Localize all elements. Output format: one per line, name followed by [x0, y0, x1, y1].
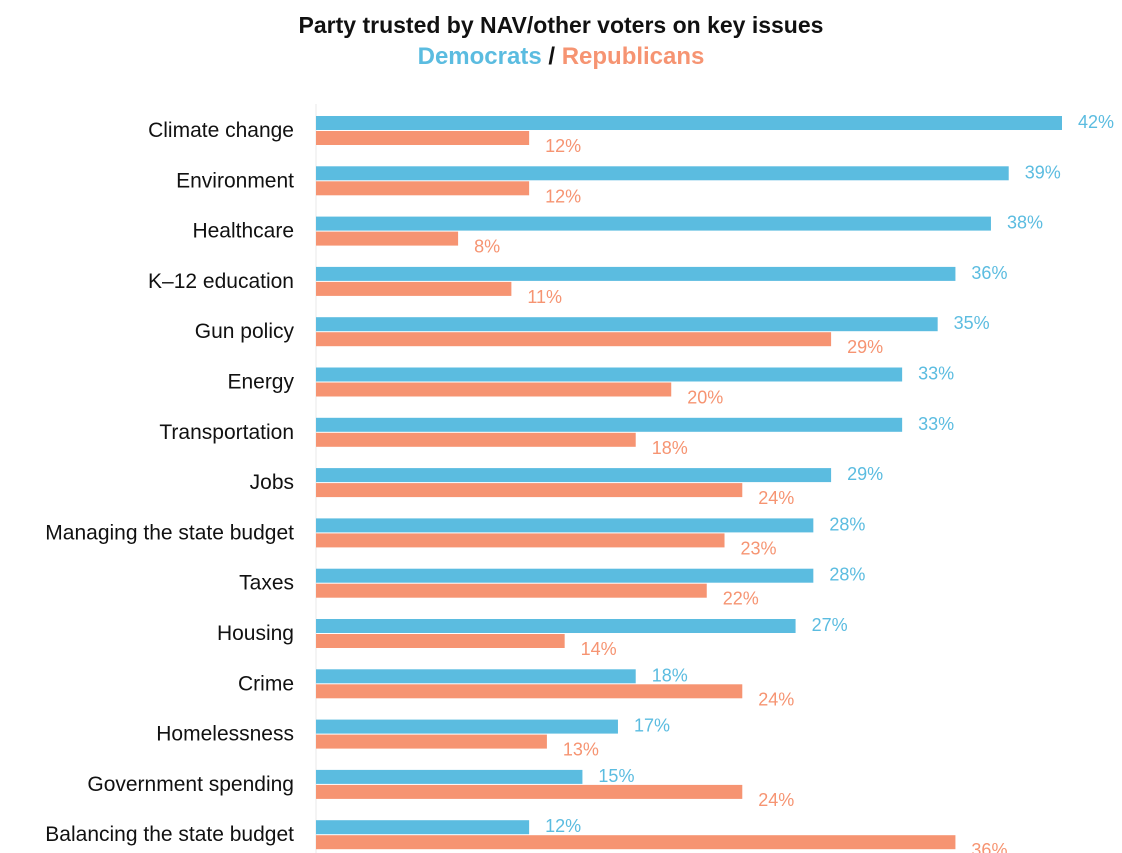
bar-republicans [316, 734, 547, 749]
category-label: Balancing the state budget [45, 823, 294, 846]
value-label-republicans: 36% [971, 840, 1007, 853]
bar-democrats [316, 166, 1009, 181]
value-label-republicans: 14% [581, 639, 617, 659]
category-label: Managing the state budget [45, 521, 294, 544]
chart-title: Party trusted by NAV/other voters on key… [298, 12, 824, 38]
bar-democrats [316, 719, 618, 734]
category-label: Government spending [87, 773, 294, 796]
bar-democrats [316, 820, 530, 835]
category-label: Crime [238, 672, 294, 695]
value-label-democrats: 39% [1025, 162, 1061, 182]
bar-republicans [316, 181, 530, 196]
bar-republicans [316, 634, 565, 648]
bar-republicans [316, 684, 743, 699]
category-label: Environment [176, 169, 294, 192]
value-label-democrats: 15% [598, 766, 634, 786]
bar-republicans [316, 382, 672, 397]
category-label: Jobs [250, 471, 294, 494]
category-label: Taxes [239, 572, 294, 595]
bar-democrats [316, 367, 903, 382]
bar-republicans [316, 332, 832, 347]
value-label-democrats: 33% [918, 414, 954, 434]
bar-democrats [316, 669, 636, 684]
value-label-democrats: 36% [971, 263, 1007, 283]
bar-democrats [316, 216, 991, 231]
bar-republicans [316, 483, 743, 498]
value-label-republicans: 12% [545, 186, 581, 206]
category-label: K–12 education [148, 270, 294, 293]
value-label-democrats: 28% [829, 565, 865, 585]
value-label-republicans: 23% [741, 538, 777, 558]
value-label-republicans: 18% [652, 438, 688, 458]
value-label-democrats: 18% [652, 665, 688, 685]
bar-democrats [316, 619, 796, 633]
bar-republicans [316, 583, 707, 598]
value-label-republicans: 13% [563, 740, 599, 760]
legend-separator: / [548, 43, 556, 70]
value-label-republicans: 20% [687, 388, 723, 408]
bar-democrats [316, 266, 956, 281]
category-label: Climate change [148, 119, 294, 142]
legend-democrats: Democrats [417, 43, 542, 70]
bar-republicans [316, 533, 725, 548]
value-label-republicans: 29% [847, 337, 883, 357]
value-label-democrats: 27% [812, 615, 848, 635]
category-label: Transportation [159, 421, 294, 444]
bar-republicans [316, 131, 530, 145]
value-label-democrats: 33% [918, 364, 954, 384]
value-label-republicans: 24% [758, 790, 794, 810]
legend-republicans: Republicans [561, 43, 705, 70]
category-label: Gun policy [195, 320, 295, 343]
value-label-democrats: 28% [829, 514, 865, 534]
bar-democrats [316, 468, 832, 483]
value-label-democrats: 12% [545, 816, 581, 836]
value-label-democrats: 35% [954, 313, 990, 333]
bar-republicans [316, 432, 636, 447]
bar-republicans [316, 231, 459, 246]
value-label-democrats: 42% [1078, 112, 1114, 132]
value-label-republicans: 12% [545, 136, 581, 156]
bar-democrats [316, 769, 583, 784]
value-label-republicans: 24% [758, 488, 794, 508]
value-label-democrats: 29% [847, 464, 883, 484]
value-label-democrats: 38% [1007, 213, 1043, 233]
bar-democrats [316, 568, 814, 583]
value-label-republicans: 11% [527, 287, 562, 307]
bar-democrats [316, 417, 903, 432]
bar-democrats [316, 317, 938, 332]
value-label-republicans: 8% [474, 237, 500, 257]
value-label-republicans: 24% [758, 689, 794, 709]
bar-republicans [316, 784, 743, 799]
category-label: Housing [217, 622, 294, 645]
value-label-republicans: 22% [723, 589, 759, 609]
chart-legend: Democrats / Republicans [0, 43, 1122, 71]
value-label-democrats: 17% [634, 716, 670, 736]
category-label: Homelessness [156, 723, 294, 746]
bar-democrats [316, 518, 814, 533]
category-label: Energy [227, 371, 294, 394]
category-label: Healthcare [192, 220, 294, 243]
bar-democrats [316, 116, 1062, 130]
bar-republicans [316, 281, 512, 296]
bar-republicans [316, 835, 956, 850]
